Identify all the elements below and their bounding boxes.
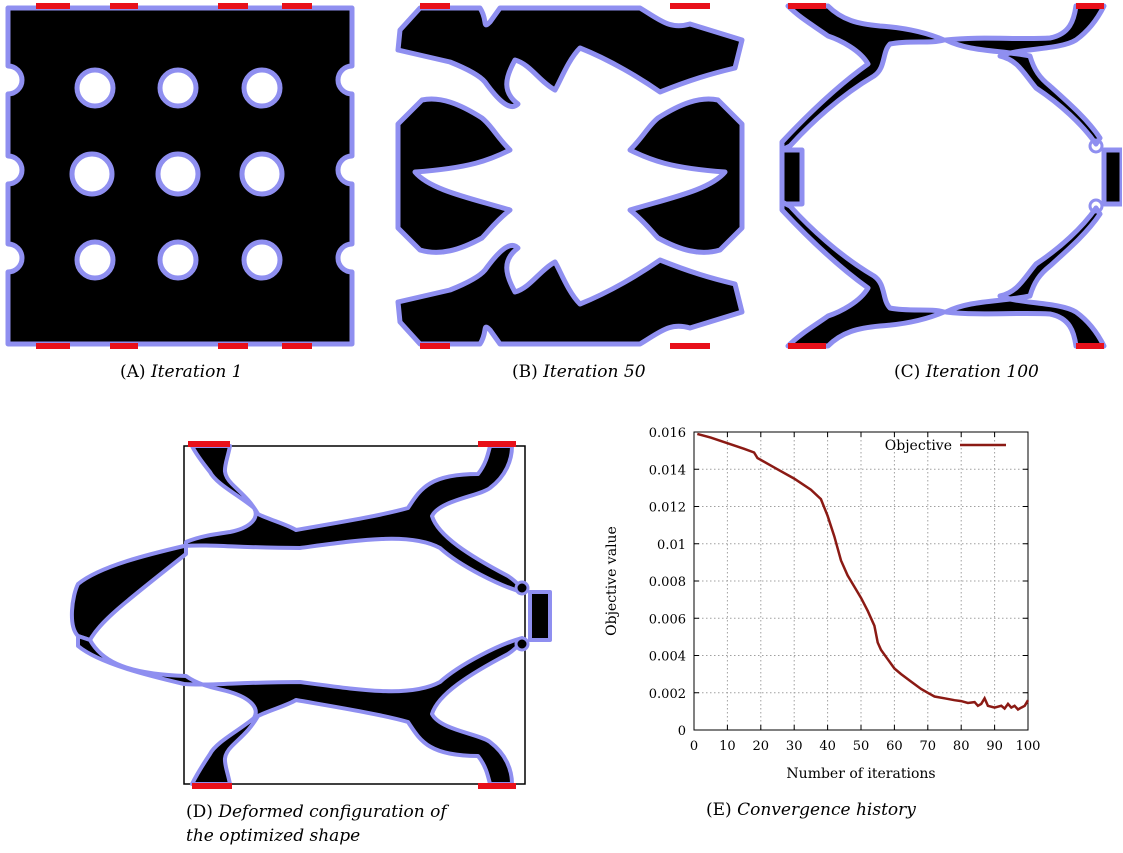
chart-ticks: 0 10 20 30 40 50 60 70 80 90 100 0 0.002 0.004 0.006 0.… [649, 426, 1041, 754]
caption-e: (E) Convergence history [706, 800, 916, 820]
panel-d-deformed [70, 441, 552, 789]
shape-top-right-arm [943, 3, 1107, 147]
y-tick-label: 0.008 [649, 575, 686, 590]
x-tick-label: 100 [1016, 739, 1041, 754]
shape-top-band [395, 5, 745, 109]
x-tick-label: 0 [690, 739, 698, 754]
panel-a-iteration-1 [5, 3, 355, 349]
holes [69, 67, 285, 281]
y-tick-label: 0.006 [649, 612, 686, 627]
y-tick-label: 0.002 [649, 687, 686, 702]
x-tick-label: 80 [953, 739, 970, 754]
x-tick-label: 70 [920, 739, 937, 754]
x-axis-label: Number of iterations [786, 766, 935, 782]
shape-bottom-band [395, 243, 745, 347]
x-tick-label: 50 [853, 739, 870, 754]
x-tick-label: 10 [719, 739, 736, 754]
y-axis-label: Objective value [604, 526, 620, 636]
reference-box [183, 445, 526, 785]
deformed-right-node [528, 590, 552, 642]
objective-line [696, 432, 1030, 712]
legend: Objective [885, 438, 1006, 454]
convergence-chart: 0 10 20 30 40 50 60 70 80 90 100 0 0.002 0.004 0.006 0.… [604, 426, 1041, 782]
y-tick-label: 0.012 [649, 501, 686, 516]
shape-right-block [627, 96, 745, 255]
deformed-bottom-structure [76, 634, 524, 786]
legend-label: Objective [885, 438, 952, 454]
caption-d: (D) Deformed configuration of the optimiz… [186, 802, 447, 846]
shape-right-node [1101, 147, 1122, 207]
y-tick-label: 0.016 [649, 426, 686, 441]
caption-c: (C) Iteration 100 [894, 362, 1039, 382]
shape-bottom-right-arm [943, 205, 1107, 349]
caption-a: (A) Iteration 1 [120, 362, 243, 382]
supports [36, 3, 312, 349]
deformed-top-structure [70, 444, 524, 642]
shape-left-node [779, 147, 805, 207]
shape-top-left-arm [779, 3, 947, 153]
y-tick-label: 0.01 [657, 538, 686, 553]
y-tick-label: 0.004 [649, 650, 686, 665]
x-tick-label: 60 [886, 739, 903, 754]
caption-b: (B) Iteration 50 [512, 362, 646, 382]
panel-c-iteration-100 [779, 3, 1122, 349]
panel-b-iteration-50 [395, 3, 745, 349]
x-tick-label: 20 [753, 739, 770, 754]
shape-bottom-left-arm [779, 199, 947, 349]
y-tick-label: 0 [678, 724, 686, 739]
x-tick-label: 40 [819, 739, 836, 754]
shape-left-block [395, 96, 513, 255]
x-tick-label: 30 [786, 739, 803, 754]
x-tick-label: 90 [986, 739, 1003, 754]
chart-grid [694, 432, 1028, 730]
y-tick-label: 0.014 [649, 463, 686, 478]
